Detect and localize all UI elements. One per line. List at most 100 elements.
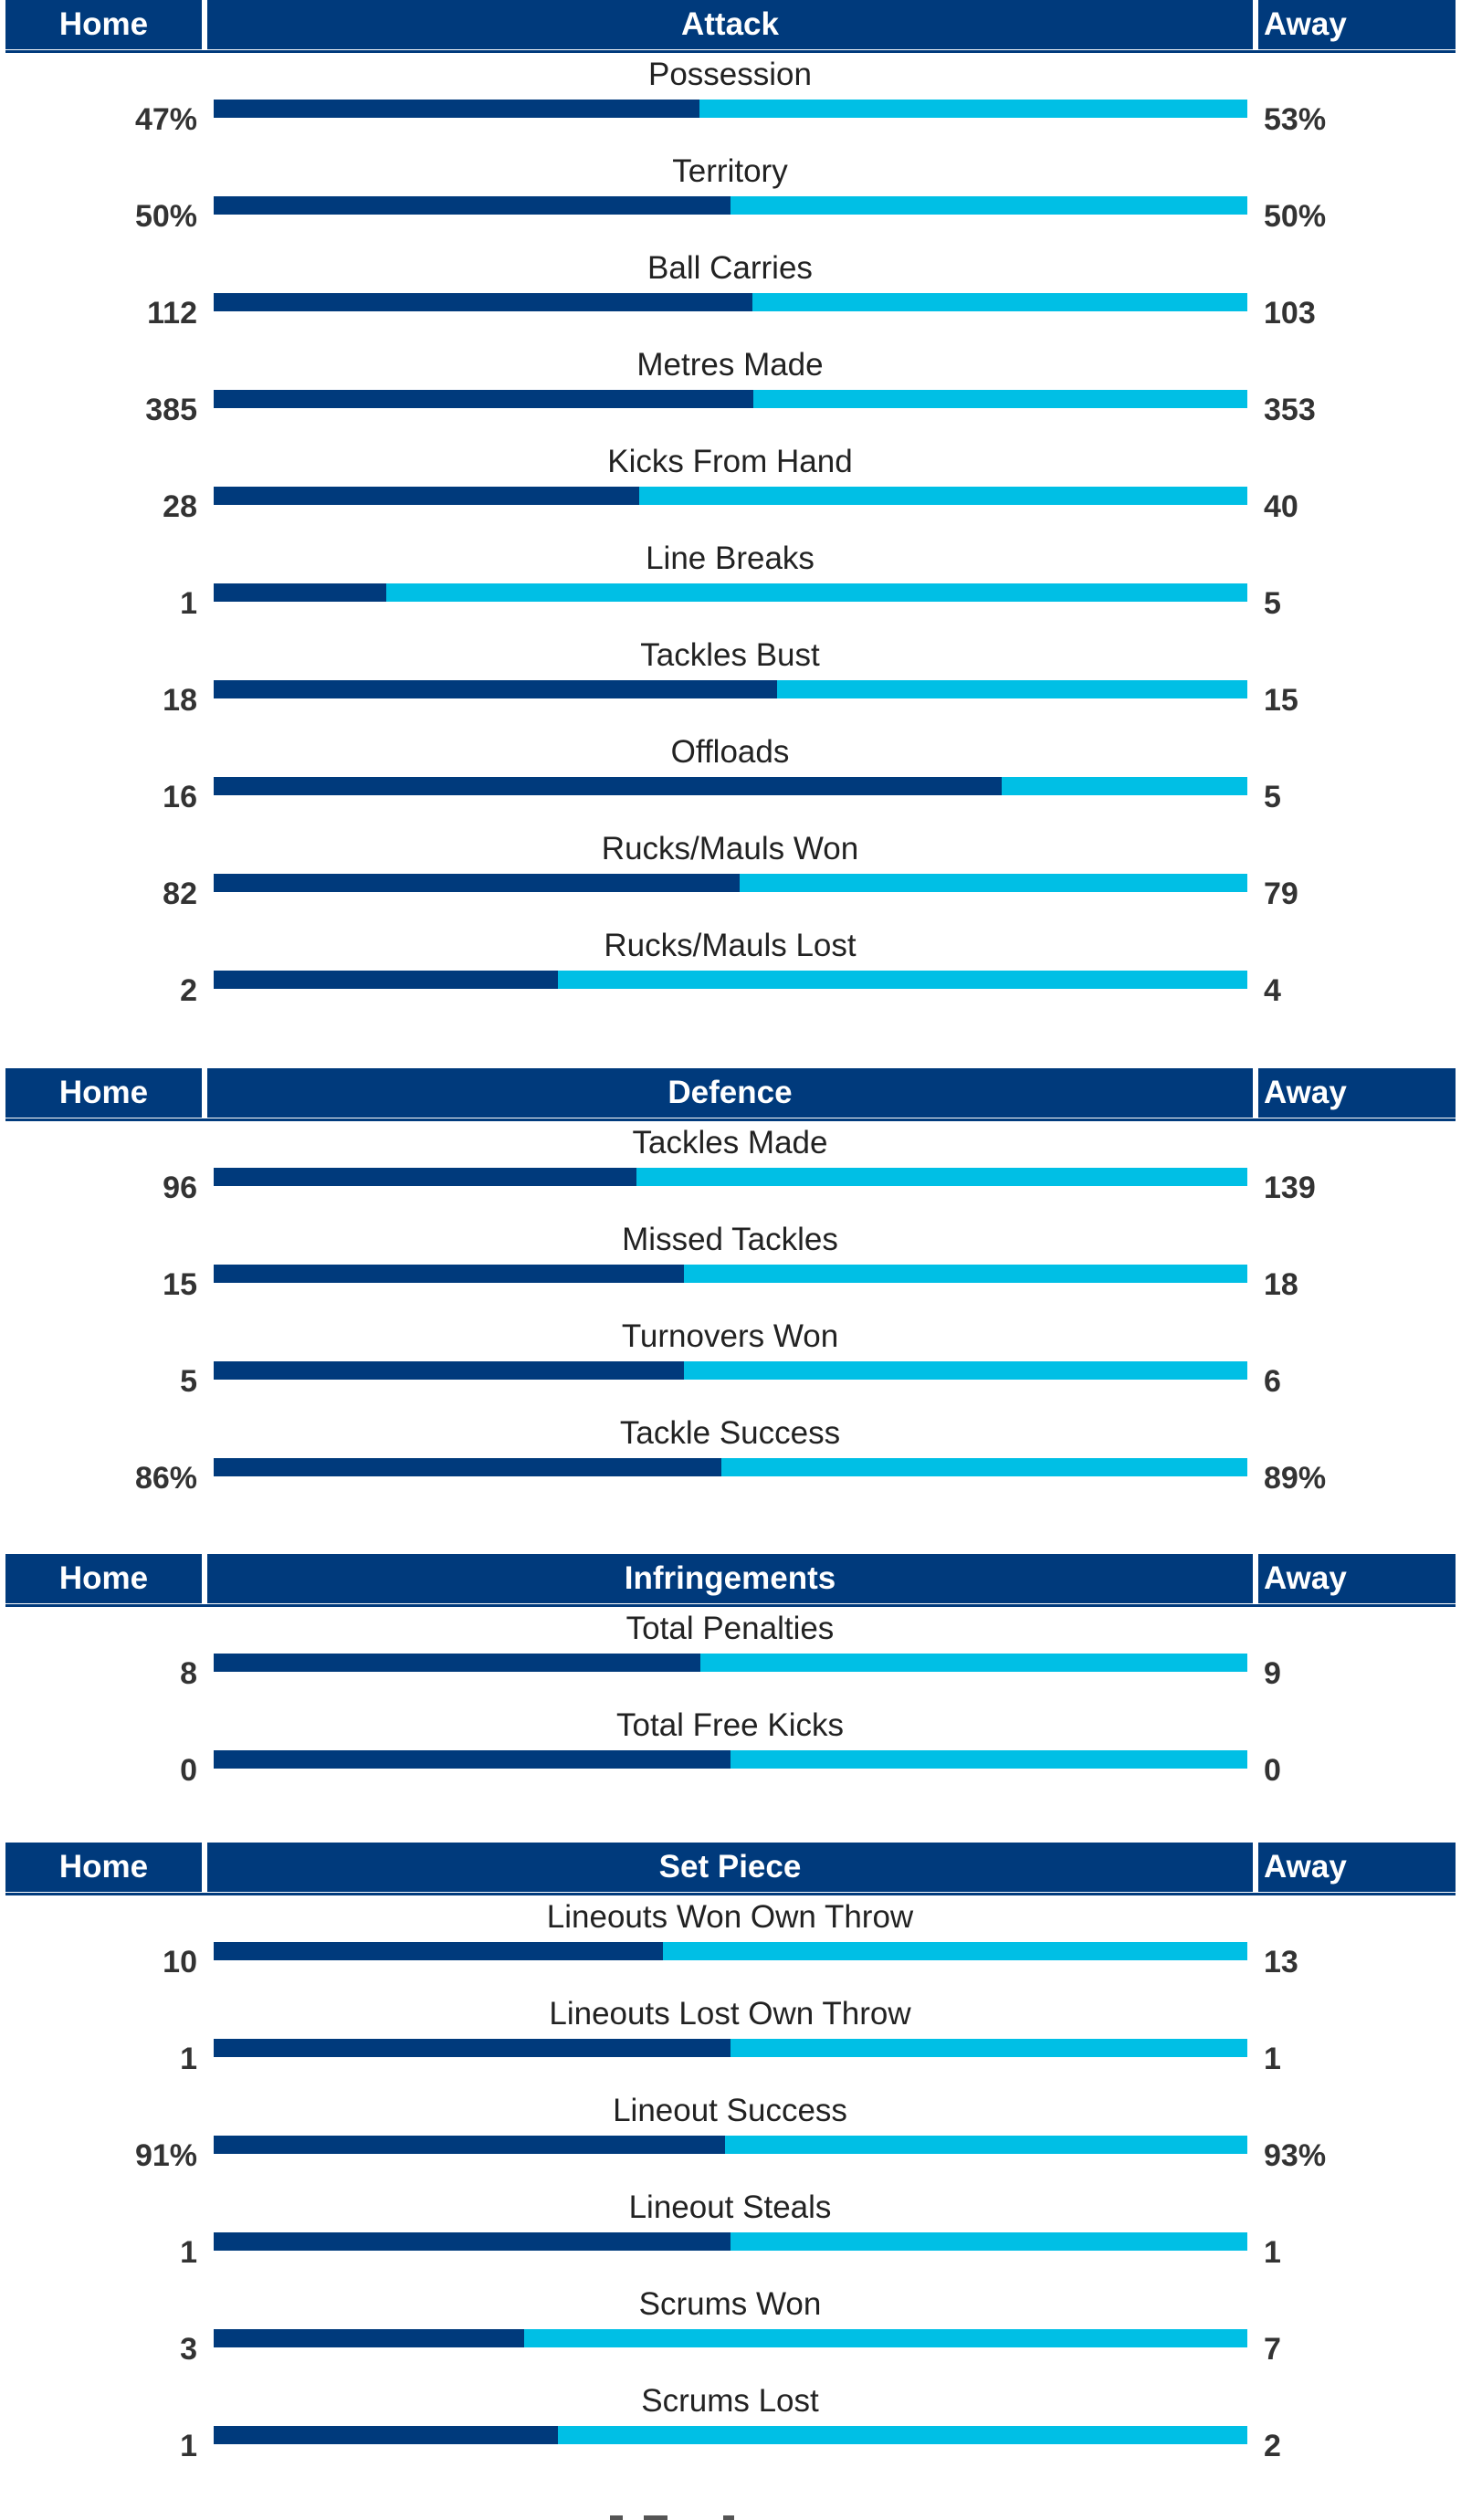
home-bar-fill — [214, 583, 387, 602]
comparison-bar — [214, 1942, 1247, 1960]
home-bar-fill — [214, 1361, 685, 1380]
stat-label: Line Breaks — [646, 541, 815, 576]
stat-row: Missed Tackles 15 18 — [0, 1218, 1461, 1315]
home-bar-fill — [214, 1168, 636, 1186]
away-value: 103 — [1264, 296, 1316, 331]
stat-rows: Possession 47% 53% Territory 50% 50% Bal… — [0, 53, 1461, 1021]
cutoff-text-fragment — [610, 2515, 734, 2520]
stat-label: Ball Carries — [647, 250, 813, 286]
away-value: 79 — [1264, 877, 1298, 911]
stat-rows: Lineouts Won Own Throw 10 13 Lineouts Lo… — [0, 1895, 1461, 2476]
home-value: 1 — [180, 586, 197, 621]
away-value: 2 — [1264, 2429, 1281, 2463]
header-away: Away — [1258, 1554, 1456, 1603]
stat-row: Total Penalties 8 9 — [0, 1607, 1461, 1704]
stat-label: Total Penalties — [625, 1611, 835, 1646]
comparison-bar — [214, 1361, 1247, 1380]
stat-label: Tackles Bust — [640, 637, 820, 673]
header-home: Home — [5, 0, 202, 49]
comparison-bar — [214, 1265, 1247, 1283]
stat-label: Missed Tackles — [622, 1222, 838, 1257]
away-value: 353 — [1264, 393, 1316, 427]
stat-label: Lineout Steals — [628, 2189, 832, 2225]
home-bar-fill — [214, 2136, 726, 2154]
away-value: 89% — [1264, 1461, 1327, 1496]
stat-row: Lineouts Won Own Throw 10 13 — [0, 1895, 1461, 1992]
home-value: 1 — [180, 2042, 197, 2076]
comparison-bar — [214, 100, 1247, 118]
comparison-bar — [214, 1458, 1247, 1476]
home-value: 1 — [180, 2235, 197, 2270]
comparison-bar — [214, 293, 1247, 311]
home-bar-fill — [214, 1265, 685, 1283]
stat-row: Metres Made 385 353 — [0, 343, 1461, 440]
home-bar-fill — [214, 2329, 524, 2347]
stat-label: Turnovers Won — [621, 1318, 839, 1354]
section-attack: Home Attack Away Possession 47% 53% Terr… — [0, 0, 1461, 1021]
stat-label: Scrums Won — [638, 2286, 822, 2322]
stat-label: Lineouts Lost Own Throw — [549, 1996, 911, 2032]
home-value: 18 — [163, 683, 197, 718]
stat-label: Rucks/Mauls Lost — [604, 928, 857, 963]
home-value: 91% — [134, 2138, 197, 2173]
home-value: 86% — [134, 1461, 197, 1496]
section-set-piece: Home Set Piece Away Lineouts Won Own Thr… — [0, 1843, 1461, 2476]
home-value: 1 — [180, 2429, 197, 2463]
stat-row: Scrums Won 3 7 — [0, 2283, 1461, 2379]
stat-rows: Tackles Made 96 139 Missed Tackles 15 18… — [0, 1121, 1461, 1508]
stat-label: Offloads — [670, 734, 790, 770]
comparison-bar — [214, 196, 1247, 215]
away-value: 5 — [1264, 586, 1281, 621]
stat-row: Rucks/Mauls Won 82 79 — [0, 827, 1461, 924]
section-title: Infringements — [207, 1554, 1253, 1603]
stat-row: Total Free Kicks 0 0 — [0, 1704, 1461, 1801]
stat-row: Turnovers Won 5 6 — [0, 1315, 1461, 1412]
home-bar-fill — [214, 390, 753, 408]
section-title: Set Piece — [207, 1843, 1253, 1892]
home-bar-fill — [214, 293, 752, 311]
away-value: 6 — [1264, 1364, 1281, 1399]
home-bar-fill — [214, 100, 700, 118]
home-bar-fill — [214, 1458, 721, 1476]
away-value: 13 — [1264, 1945, 1298, 1979]
stat-row: Line Breaks 1 5 — [0, 537, 1461, 634]
home-bar-fill — [214, 196, 730, 215]
comparison-bar — [214, 390, 1247, 408]
away-value: 4 — [1264, 973, 1281, 1008]
stat-label: Scrums Lost — [641, 2383, 819, 2419]
section-header: Home Set Piece Away — [0, 1843, 1461, 1895]
stat-label: Tackle Success — [619, 1415, 841, 1451]
stat-rows: Total Penalties 8 9 Total Free Kicks 0 0 — [0, 1607, 1461, 1801]
home-value: 5 — [180, 1364, 197, 1399]
away-value: 50% — [1264, 199, 1327, 234]
home-value: 0 — [180, 1753, 197, 1788]
stat-row: Possession 47% 53% — [0, 53, 1461, 150]
away-value: 18 — [1264, 1267, 1298, 1302]
stat-row: Lineout Steals 1 1 — [0, 2186, 1461, 2283]
stat-label: Rucks/Mauls Won — [601, 831, 859, 866]
home-value: 50% — [134, 199, 197, 234]
comparison-bar — [214, 2039, 1247, 2057]
away-value: 139 — [1264, 1171, 1316, 1205]
header-away: Away — [1258, 0, 1456, 49]
stat-label: Metres Made — [636, 347, 824, 383]
section-header: Home Attack Away — [0, 0, 1461, 53]
stat-row: Tackles Bust 18 15 — [0, 634, 1461, 730]
home-bar-fill — [214, 971, 558, 989]
comparison-bar — [214, 1750, 1247, 1769]
home-value: 8 — [180, 1656, 197, 1691]
comparison-bar — [214, 2426, 1247, 2444]
home-bar-fill — [214, 1942, 664, 1960]
header-rule — [5, 50, 1456, 53]
home-bar-fill — [214, 680, 777, 698]
home-bar-fill — [214, 874, 741, 892]
stat-row: Lineouts Lost Own Throw 1 1 — [0, 1992, 1461, 2089]
home-bar-fill — [214, 2039, 730, 2057]
comparison-bar — [214, 874, 1247, 892]
stat-label: Possession — [648, 57, 812, 92]
home-value: 15 — [163, 1267, 197, 1302]
away-value: 15 — [1264, 683, 1298, 718]
away-value: 5 — [1264, 780, 1281, 814]
stat-label: Lineout Success — [613, 2093, 847, 2128]
stat-row: Scrums Lost 1 2 — [0, 2379, 1461, 2476]
